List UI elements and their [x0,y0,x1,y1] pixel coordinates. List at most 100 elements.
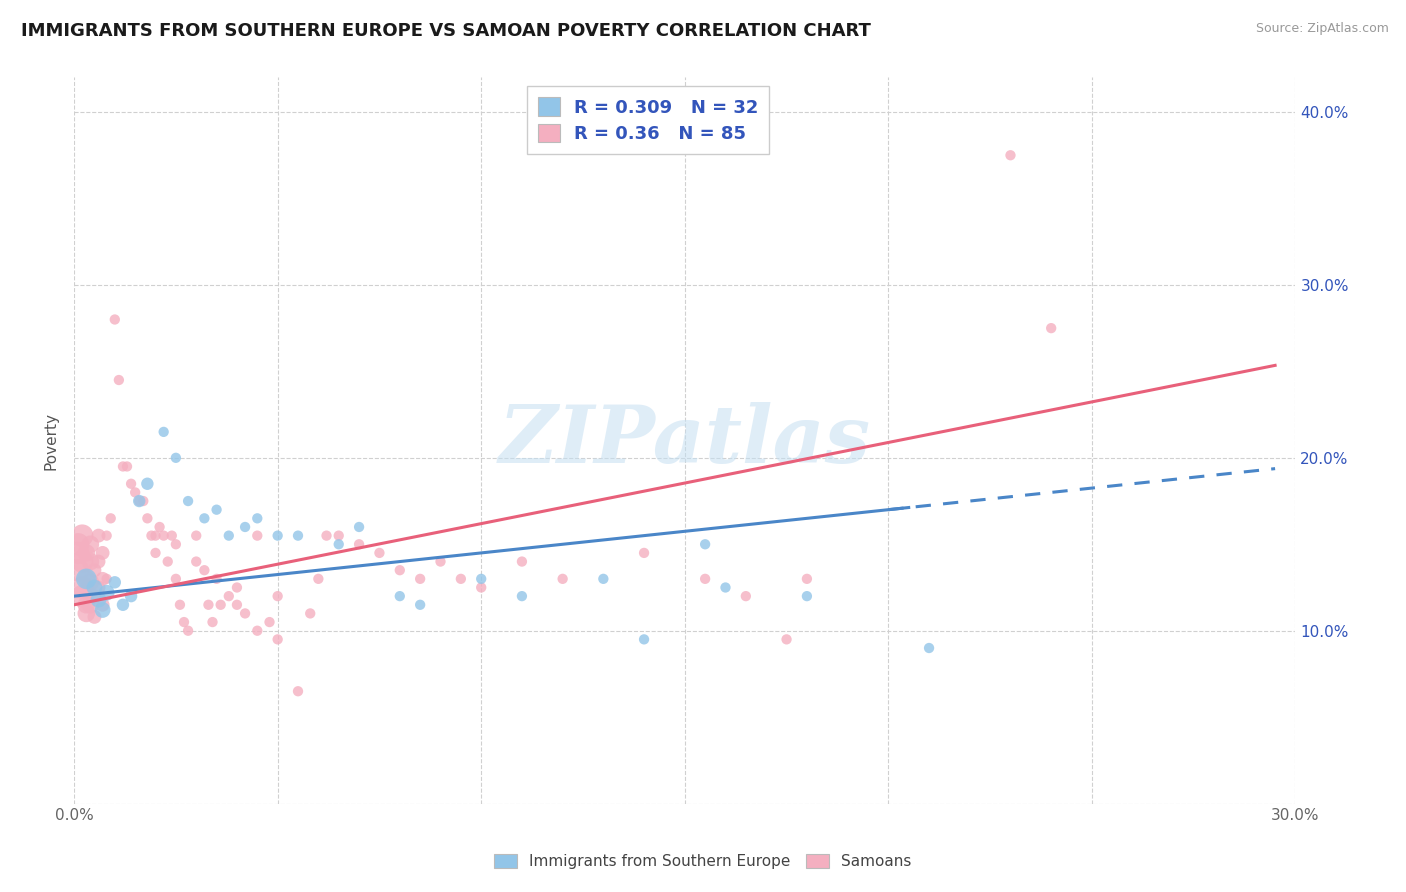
Point [70,581,93,595]
Point [233,520,256,534]
Point [70,589,93,603]
Text: IMMIGRANTS FROM SOUTHERN EUROPE VS SAMOAN POVERTY CORRELATION CHART: IMMIGRANTS FROM SOUTHERN EUROPE VS SAMOA… [21,22,870,40]
Point [100,511,122,525]
Point [111,598,134,612]
Point [233,607,256,621]
Point [470,572,492,586]
Point [266,632,288,647]
Point [145,546,167,560]
Point [173,615,195,629]
Point [87,592,110,607]
Point [141,528,163,542]
Point [450,572,472,586]
Point [111,459,134,474]
Point [186,528,208,542]
Legend: Immigrants from Southern Europe, Samoans: Immigrants from Southern Europe, Samoans [488,848,918,875]
Point [409,572,432,586]
Point [136,476,159,491]
Point [96,572,118,586]
Point [91,603,114,617]
Point [83,581,105,595]
Point [287,528,309,542]
Point [128,494,150,508]
Point [315,528,337,542]
Point [152,528,174,542]
Point [510,589,533,603]
Point [796,589,818,603]
Point [246,528,269,542]
Point [328,528,350,542]
Point [177,494,200,508]
Point [209,598,232,612]
Point [205,502,228,516]
Point [226,598,249,612]
Point [75,546,97,560]
Point [108,373,131,387]
Point [470,581,492,595]
Point [193,563,215,577]
Point [104,575,127,590]
Point [87,528,110,542]
Point [633,632,655,647]
Point [87,581,110,595]
Point [193,511,215,525]
Point [186,555,208,569]
Point [165,537,187,551]
Point [91,546,114,560]
Point [96,528,118,542]
Point [91,598,114,612]
Point [75,598,97,612]
Point [368,546,391,560]
Point [156,555,179,569]
Point [226,581,249,595]
Point [75,572,97,586]
Point [67,537,90,551]
Point [714,581,737,595]
Text: ZIPatlas: ZIPatlas [499,401,870,479]
Point [246,511,269,525]
Point [592,572,614,586]
Point [388,563,411,577]
Point [775,632,797,647]
Point [299,607,322,621]
Point [218,589,240,603]
Point [796,572,818,586]
Point [510,555,533,569]
Point [70,528,93,542]
Point [115,459,138,474]
Point [75,572,97,586]
Point [132,494,155,508]
Point [409,598,432,612]
Point [218,528,240,542]
Point [918,640,941,655]
Point [91,572,114,586]
Point [429,555,451,569]
Point [246,624,269,638]
Point [551,572,574,586]
Point [96,585,118,599]
Point [67,546,90,560]
Point [633,546,655,560]
Point [79,598,101,612]
Point [1000,148,1022,162]
Point [287,684,309,698]
Point [347,537,370,551]
Point [259,615,281,629]
Point [734,589,756,603]
Point [165,572,187,586]
Point [695,537,717,551]
Point [152,425,174,439]
Point [197,598,219,612]
Point [328,537,350,551]
Point [120,476,142,491]
Point [67,563,90,577]
Y-axis label: Poverty: Poverty [44,411,58,469]
Point [124,485,146,500]
Point [307,572,329,586]
Point [266,589,288,603]
Point [83,610,105,624]
Point [70,555,93,569]
Point [1040,321,1063,335]
Point [149,520,172,534]
Point [128,494,150,508]
